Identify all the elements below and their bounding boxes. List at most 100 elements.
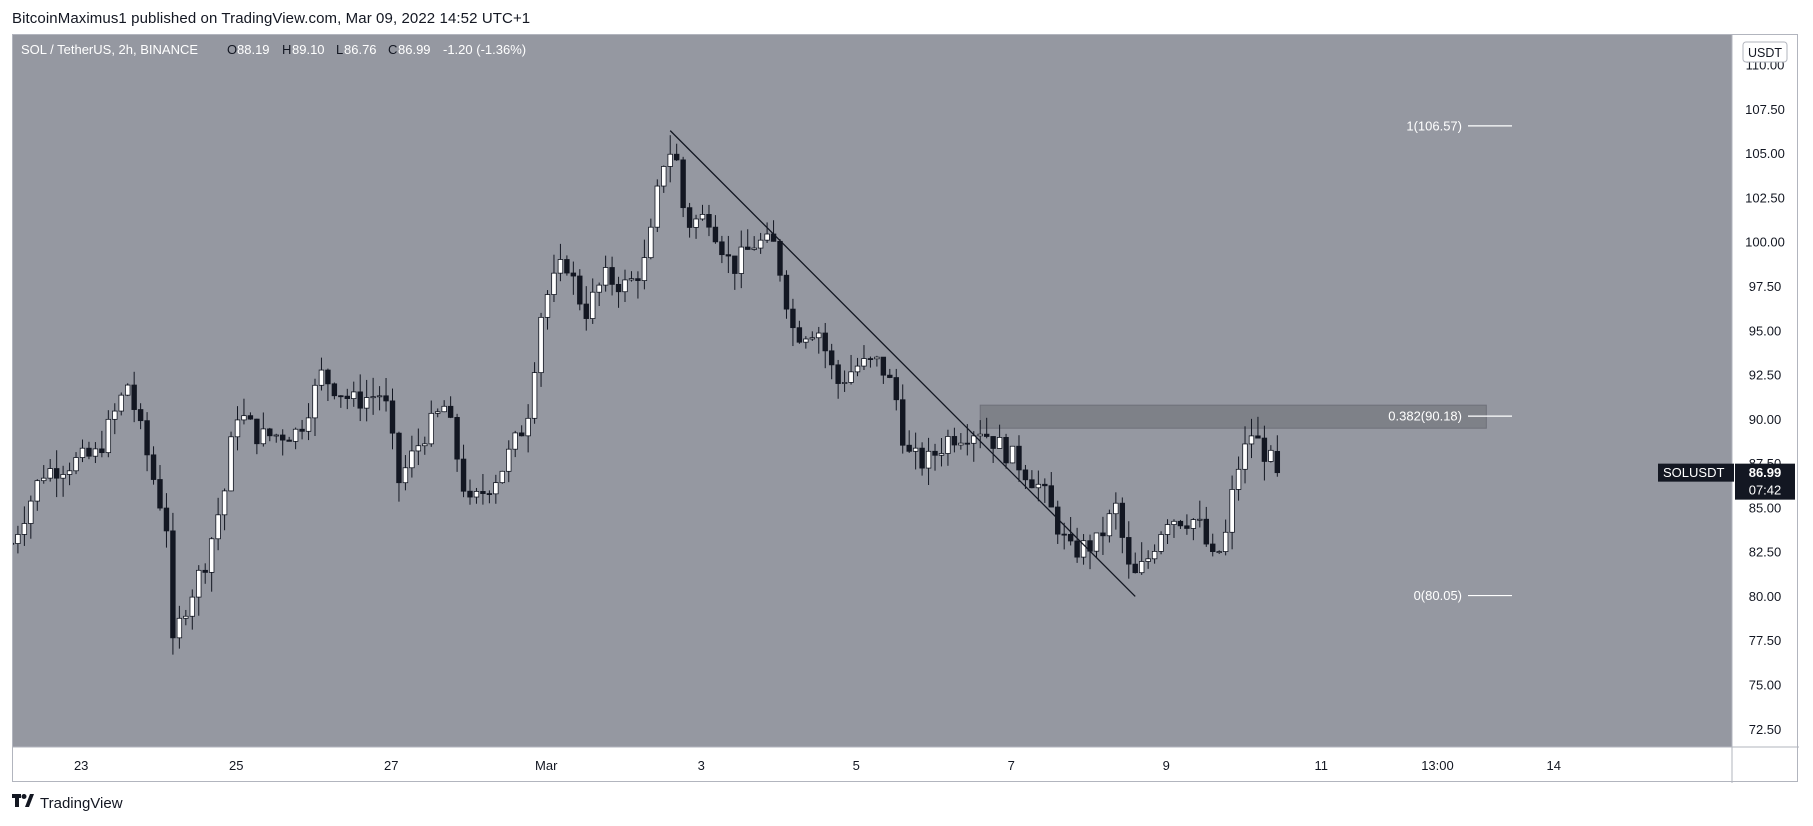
candle[interactable]	[363, 379, 370, 422]
candle[interactable]	[1093, 532, 1100, 558]
candle[interactable]	[854, 357, 861, 377]
candle[interactable]	[1248, 418, 1255, 459]
candle[interactable]	[693, 214, 699, 239]
candle[interactable]	[880, 356, 887, 384]
candle[interactable]	[615, 276, 622, 308]
candle[interactable]	[848, 354, 854, 385]
candle[interactable]	[118, 392, 124, 416]
candle[interactable]	[983, 417, 990, 439]
candle[interactable]	[745, 229, 751, 250]
candle[interactable]	[719, 235, 725, 264]
candle[interactable]	[1151, 544, 1158, 564]
candle[interactable]	[996, 424, 1003, 449]
candle[interactable]	[835, 359, 841, 399]
candle[interactable]	[357, 374, 363, 422]
candle[interactable]	[525, 404, 531, 453]
candle[interactable]	[454, 413, 460, 472]
candle[interactable]	[732, 255, 738, 290]
candle[interactable]	[1222, 519, 1229, 556]
candle[interactable]	[738, 230, 744, 289]
candle[interactable]	[803, 336, 809, 349]
candle[interactable]	[260, 412, 267, 447]
candle[interactable]	[699, 204, 706, 221]
candle[interactable]	[1035, 470, 1042, 502]
candle[interactable]	[1164, 519, 1171, 545]
candle[interactable]	[796, 320, 803, 344]
candle[interactable]	[990, 436, 996, 463]
candle[interactable]	[673, 143, 680, 161]
candle[interactable]	[512, 430, 518, 458]
candle[interactable]	[428, 400, 434, 447]
candle[interactable]	[1177, 519, 1184, 529]
candle[interactable]	[757, 232, 764, 254]
candle[interactable]	[41, 465, 47, 484]
candle[interactable]	[163, 493, 170, 548]
candle[interactable]	[376, 386, 383, 411]
candle[interactable]	[1022, 464, 1029, 490]
candle[interactable]	[1190, 518, 1197, 541]
candle[interactable]	[1113, 492, 1119, 530]
candle[interactable]	[267, 427, 273, 442]
candle[interactable]	[590, 278, 596, 324]
candle[interactable]	[570, 261, 577, 295]
candle[interactable]	[137, 403, 144, 430]
candle[interactable]	[822, 322, 828, 369]
candle[interactable]	[577, 269, 583, 311]
candle[interactable]	[1145, 550, 1151, 569]
candle[interactable]	[318, 357, 325, 391]
candle[interactable]	[1029, 470, 1035, 489]
candle[interactable]	[919, 442, 925, 476]
candle[interactable]	[221, 488, 228, 531]
candle[interactable]	[977, 420, 983, 449]
candle[interactable]	[564, 255, 570, 276]
candle[interactable]	[273, 433, 279, 443]
candle[interactable]	[86, 441, 92, 460]
candle[interactable]	[53, 450, 60, 498]
candle[interactable]	[725, 235, 732, 274]
candle[interactable]	[1268, 445, 1274, 463]
candle[interactable]	[1061, 522, 1067, 550]
candle[interactable]	[370, 377, 376, 415]
candle[interactable]	[460, 444, 467, 498]
candle[interactable]	[538, 312, 544, 387]
candle[interactable]	[325, 368, 331, 401]
candle[interactable]	[686, 202, 693, 238]
candle[interactable]	[861, 345, 867, 371]
candle[interactable]	[183, 609, 189, 626]
chart-panel[interactable]: 1(106.57) 0.382(90.18) 0(80.05) 72.50 75.00…	[12, 34, 1799, 783]
candle[interactable]	[305, 403, 312, 441]
price-chart[interactable]: 1(106.57) 0.382(90.18) 0(80.05) 72.50 75.00…	[13, 35, 1799, 783]
candle[interactable]	[170, 512, 176, 655]
descending-trendline[interactable]	[669, 130, 1136, 597]
candle[interactable]	[73, 452, 79, 475]
candle[interactable]	[1242, 426, 1248, 484]
candle[interactable]	[1003, 433, 1009, 469]
candle[interactable]	[396, 431, 402, 502]
candle[interactable]	[893, 368, 899, 411]
candle[interactable]	[208, 537, 215, 592]
candle[interactable]	[1126, 521, 1132, 579]
candle[interactable]	[1235, 456, 1242, 501]
candle[interactable]	[292, 427, 299, 450]
candle[interactable]	[15, 525, 21, 554]
candle[interactable]	[551, 254, 557, 303]
candle[interactable]	[1184, 514, 1190, 535]
candle[interactable]	[932, 443, 938, 471]
candle[interactable]	[906, 430, 912, 453]
candle[interactable]	[196, 565, 202, 616]
candle[interactable]	[344, 388, 350, 410]
candle[interactable]	[112, 403, 118, 435]
candle[interactable]	[473, 487, 480, 504]
candle[interactable]	[958, 433, 964, 450]
candle[interactable]	[144, 412, 150, 472]
candle[interactable]	[1119, 497, 1126, 554]
candle[interactable]	[21, 506, 28, 546]
candle[interactable]	[783, 270, 790, 319]
candle[interactable]	[816, 326, 822, 354]
candle[interactable]	[66, 462, 73, 486]
candle[interactable]	[531, 362, 538, 424]
candle[interactable]	[622, 269, 628, 302]
tradingview-footer[interactable]: TradingView	[12, 794, 123, 812]
candle[interactable]	[299, 419, 305, 440]
candle[interactable]	[1171, 519, 1177, 538]
